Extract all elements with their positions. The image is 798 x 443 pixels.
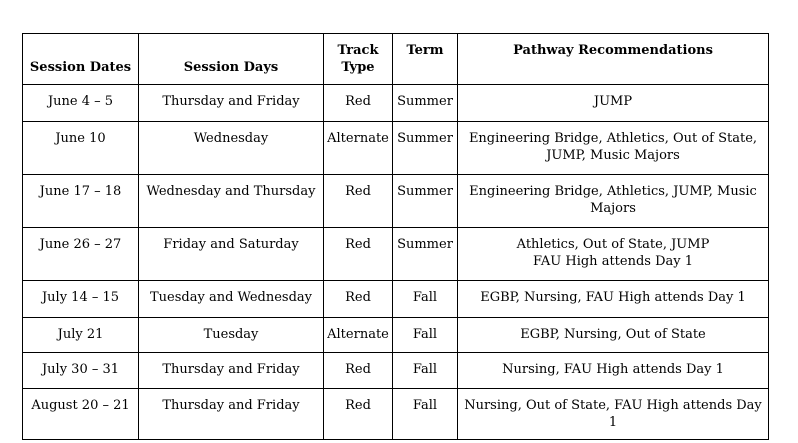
- cell-term: Summer: [392, 121, 458, 175]
- table-row: June 17 – 18 Wednesday and Thursday Red …: [22, 174, 769, 228]
- cell-session-dates: June 4 – 5: [22, 84, 139, 122]
- cell-term: Summer: [392, 174, 458, 228]
- table-row: July 21 Tuesday Alternate Fall EGBP, Nur…: [22, 317, 769, 353]
- cell-track-type: Alternate: [323, 317, 393, 353]
- cell-term: Fall: [392, 317, 458, 353]
- table-row: June 10 Wednesday Alternate Summer Engin…: [22, 121, 769, 175]
- cell-term: Summer: [392, 227, 458, 281]
- cell-track-type: Red: [323, 84, 393, 122]
- cell-track-type: Alternate: [323, 121, 393, 175]
- cell-pathways: Engineering Bridge, Athletics, JUMP, Mus…: [457, 174, 769, 228]
- cell-pathways: EGBP, Nursing, Out of State: [457, 317, 769, 353]
- cell-term: Summer: [392, 84, 458, 122]
- table-row: July 30 – 31 Thursday and Friday Red Fal…: [22, 352, 769, 389]
- table-row: June 4 – 5 Thursday and Friday Red Summe…: [22, 84, 769, 122]
- cell-track-type: Red: [323, 352, 393, 389]
- col-header-pathway-recommendations: Pathway Recommendations: [457, 33, 769, 85]
- cell-session-dates: June 17 – 18: [22, 174, 139, 228]
- cell-session-days: Tuesday: [138, 317, 324, 353]
- sessions-table: Session Dates Session Days Track Type Te…: [22, 33, 769, 440]
- cell-term: Fall: [392, 280, 458, 318]
- col-header-session-dates: Session Dates: [22, 33, 139, 85]
- cell-pathways: Athletics, Out of State, JUMP FAU High a…: [457, 227, 769, 281]
- cell-track-type: Red: [323, 388, 393, 440]
- table-row: July 14 – 15 Tuesday and Wednesday Red F…: [22, 280, 769, 318]
- cell-pathways: EGBP, Nursing, FAU High attends Day 1: [457, 280, 769, 318]
- table-row: August 20 – 21 Thursday and Friday Red F…: [22, 388, 769, 440]
- cell-track-type: Red: [323, 280, 393, 318]
- cell-session-dates: July 14 – 15: [22, 280, 139, 318]
- col-header-track-type: Track Type: [323, 33, 393, 85]
- cell-session-dates: July 21: [22, 317, 139, 353]
- cell-pathways: Nursing, FAU High attends Day 1: [457, 352, 769, 389]
- cell-term: Fall: [392, 388, 458, 440]
- cell-pathways: Engineering Bridge, Athletics, Out of St…: [457, 121, 769, 175]
- table-header-row: Session Dates Session Days Track Type Te…: [22, 33, 769, 85]
- col-header-session-days: Session Days: [138, 33, 324, 85]
- cell-pathways: Nursing, Out of State, FAU High attends …: [457, 388, 769, 440]
- cell-session-days: Tuesday and Wednesday: [138, 280, 324, 318]
- cell-session-days: Friday and Saturday: [138, 227, 324, 281]
- table-row: June 26 – 27 Friday and Saturday Red Sum…: [22, 227, 769, 281]
- col-header-term: Term: [392, 33, 458, 85]
- cell-session-days: Wednesday: [138, 121, 324, 175]
- cell-session-dates: July 30 – 31: [22, 352, 139, 389]
- cell-term: Fall: [392, 352, 458, 389]
- cell-track-type: Red: [323, 227, 393, 281]
- cell-session-days: Wednesday and Thursday: [138, 174, 324, 228]
- cell-track-type: Red: [323, 174, 393, 228]
- cell-session-dates: June 10: [22, 121, 139, 175]
- cell-session-days: Thursday and Friday: [138, 352, 324, 389]
- cell-session-days: Thursday and Friday: [138, 388, 324, 440]
- cell-session-dates: June 26 – 27: [22, 227, 139, 281]
- cell-session-days: Thursday and Friday: [138, 84, 324, 122]
- cell-session-dates: August 20 – 21: [22, 388, 139, 440]
- cell-pathways: JUMP: [457, 84, 769, 122]
